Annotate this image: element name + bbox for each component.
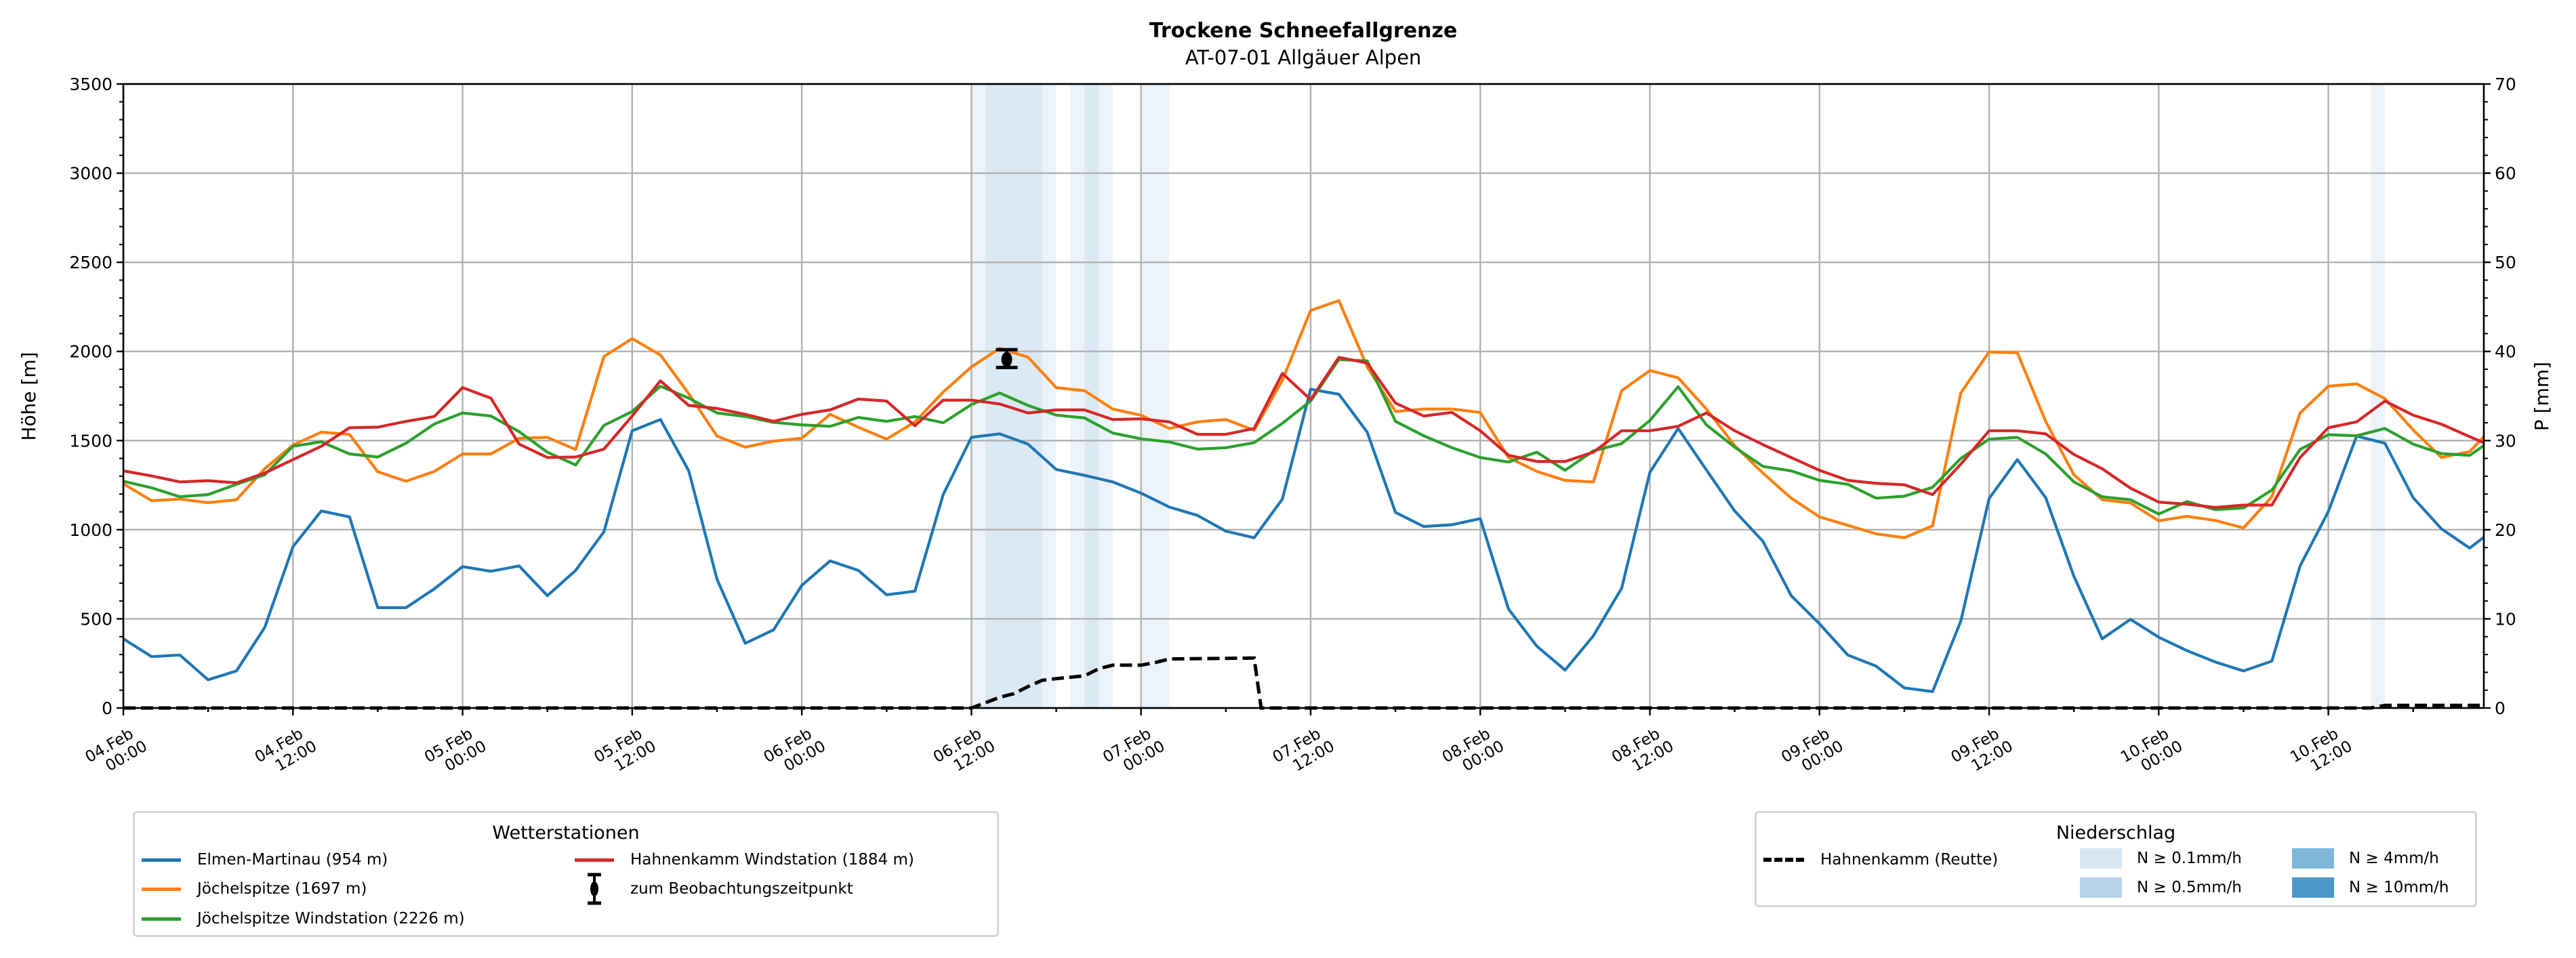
legend-swatch-dashed (1763, 858, 1804, 862)
y-right-tick-label: 50 (2495, 253, 2516, 272)
series-line-2 (123, 358, 2485, 516)
series-line-0 (122, 388, 2485, 693)
legend-label: Hahnenkamm (Reutte) (1820, 851, 1999, 869)
legend-swatch-green (142, 917, 181, 921)
legend-label: N ≥ 0.1mm/h (2137, 850, 2242, 867)
y-right-tick-label: 60 (2495, 164, 2516, 184)
y-axis-label: Höhe [m] (18, 352, 40, 440)
legend-label: Hahnenkamm Windstation (1884 m) (630, 851, 914, 869)
y-right-tick-label: 0 (2495, 699, 2506, 718)
y-tick-label: 0 (102, 699, 113, 718)
legend-label: zum Beobachtungszeitpunkt (630, 880, 853, 898)
legend-patch-0.1 (2080, 848, 2122, 869)
legend-label: Jöchelspitze Windstation (2226 m) (197, 910, 465, 928)
legend-item-n05: N ≥ 0.5mm/h (2080, 877, 2242, 898)
y-tick-label: 2500 (69, 253, 113, 272)
y-right-tick-label: 10 (2495, 609, 2516, 629)
legend-label: Jöchelspitze (1697 m) (197, 880, 367, 898)
legend-swatch-red (575, 858, 614, 862)
legend-item-joechelspitze: Jöchelspitze (1697 m) (142, 880, 367, 898)
legend-precip-title: Niederschlag (2056, 822, 2176, 844)
legend-item-n01: N ≥ 0.1mm/h (2080, 848, 2242, 869)
legend-label: N ≥ 4mm/h (2349, 850, 2439, 867)
y-tick-label: 3500 (69, 75, 113, 94)
y-tick-label: 1500 (69, 431, 113, 451)
series-line-1 (122, 299, 2485, 539)
legend-item-elmen: Elmen-Martinau (954 m) (142, 851, 388, 869)
precip-band-0.1 (971, 84, 986, 708)
legend-precip: Niederschlag Hahnenkamm (Reutte) N ≥ 0.1… (1755, 811, 2477, 907)
legend-stations-title: Wetterstationen (492, 822, 640, 844)
precip-band-0.1 (1070, 84, 1085, 708)
precip-band-0.1 (1042, 84, 1057, 708)
legend-item-n4: N ≥ 4mm/h (2292, 848, 2439, 869)
y-tick-label: 2000 (69, 342, 113, 362)
y-axis-right-label: P [mm] (2531, 362, 2553, 431)
series-line-3 (123, 356, 2485, 509)
precip-band-0.1 (1099, 84, 1113, 708)
observation-point (1001, 352, 1013, 367)
legend-item-n10: N ≥ 10mm/h (2292, 877, 2449, 898)
precip-line-hahnenkamm-reutte (123, 656, 2484, 710)
y-right-tick-label: 30 (2495, 431, 2516, 451)
legend-label: Elmen-Martinau (954 m) (197, 851, 388, 869)
legend-patch-4 (2292, 848, 2334, 869)
legend-stations: Wetterstationen Elmen-Martinau (954 m) J… (133, 811, 999, 937)
legend-patch-0.5 (2080, 877, 2122, 898)
y-right-tick-label: 70 (2495, 75, 2516, 94)
y-right-tick-label: 20 (2495, 520, 2516, 540)
legend-item-joechelspitze-wind: Jöchelspitze Windstation (2226 m) (142, 910, 465, 928)
precip-band-0.1 (1141, 84, 1170, 708)
legend-label: N ≥ 10mm/h (2349, 879, 2449, 896)
y-tick-label: 500 (80, 609, 113, 629)
legend-label: N ≥ 0.5mm/h (2137, 879, 2242, 896)
legend-swatch-orange (142, 887, 181, 891)
observation-marker (996, 348, 1018, 369)
axes: 0 500 1000 1500 2000 2500 3000 3500 0 10 20 30 40 50 6… (69, 75, 2516, 775)
grid (122, 83, 2484, 709)
plot-frame (122, 83, 2485, 709)
y-tick-label: 1000 (69, 520, 113, 540)
series-lines (122, 299, 2485, 710)
legend-item-hahnenkamm-reutte: Hahnenkamm (Reutte) (1763, 851, 1998, 869)
chart-title: Trockene Schneefallgrenze (1149, 19, 1457, 43)
errorbar-marker-icon (575, 873, 614, 905)
legend-swatch-blue (142, 858, 181, 862)
legend-patch-10 (2292, 877, 2334, 898)
y-tick-label: 3000 (69, 164, 113, 184)
legend-item-observation: zum Beobachtungszeitpunkt (575, 873, 853, 905)
precip-bands (971, 84, 2386, 708)
y-right-tick-label: 40 (2495, 342, 2516, 362)
chart-subtitle: AT-07-01 Allgäuer Alpen (1185, 46, 1422, 69)
legend-item-hahnenkamm-wind: Hahnenkamm Windstation (1884 m) (575, 851, 914, 869)
